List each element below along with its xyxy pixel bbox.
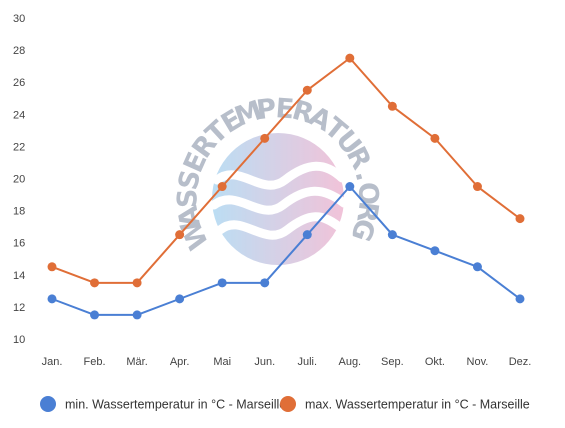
y-tick-label: 30 <box>13 13 25 25</box>
data-point[interactable] <box>90 310 100 320</box>
data-point[interactable] <box>430 246 440 256</box>
data-point[interactable] <box>472 182 482 192</box>
y-tick-label: 24 <box>13 109 25 121</box>
x-tick-label: Feb. <box>84 356 106 368</box>
data-point[interactable] <box>387 101 397 111</box>
legend-marker <box>40 396 56 412</box>
y-tick-label: 22 <box>13 141 25 153</box>
data-point[interactable] <box>132 310 142 320</box>
series-line <box>51 185 521 316</box>
data-point[interactable] <box>472 262 482 272</box>
data-point[interactable] <box>217 182 227 192</box>
x-tick-label: Jun. <box>254 356 275 368</box>
x-tick-label: Sep. <box>381 356 404 368</box>
data-point[interactable] <box>302 230 312 240</box>
x-tick-label: Mär. <box>126 356 147 368</box>
data-point[interactable] <box>387 230 397 240</box>
data-point[interactable] <box>345 182 355 192</box>
x-tick-label: Mai <box>213 356 231 368</box>
legend-item[interactable]: max. Wassertemperatur in °C - Marseille <box>280 396 530 412</box>
y-tick-label: 16 <box>13 238 25 250</box>
data-point[interactable] <box>175 294 185 304</box>
y-tick-label: 14 <box>13 270 25 282</box>
watermark-letter: E <box>274 93 295 125</box>
series-1 <box>47 182 525 320</box>
data-point[interactable] <box>345 53 355 63</box>
legend: min. Wassertemperatur in °C - Marseille m… <box>40 396 530 412</box>
series-layer <box>47 53 525 320</box>
x-tick-label: Apr. <box>170 356 190 368</box>
watermark-letter: S <box>172 188 203 208</box>
data-point[interactable] <box>515 214 525 224</box>
y-tick-label: 12 <box>13 302 25 314</box>
series-line <box>51 57 521 284</box>
watermark-letter: R <box>350 199 384 224</box>
data-point[interactable] <box>90 278 100 288</box>
y-tick-label: 10 <box>13 334 25 346</box>
data-point[interactable] <box>260 133 270 143</box>
x-tick-label: Dez. <box>509 356 532 368</box>
y-axis: 10 12 14 16 18 20 22 24 26 28 30 <box>13 13 25 346</box>
legend-marker <box>280 396 296 412</box>
data-point[interactable] <box>515 294 525 304</box>
x-tick-label: Jan. <box>42 356 63 368</box>
series-2 <box>47 53 525 288</box>
x-tick-label: Okt. <box>425 356 445 368</box>
data-point[interactable] <box>217 278 227 288</box>
legend-item[interactable]: min. Wassertemperatur in °C - Marseille <box>40 396 286 412</box>
legend-label: max. Wassertemperatur in °C - Marseille <box>305 398 530 412</box>
data-point[interactable] <box>302 85 312 95</box>
x-axis: Jan. Feb. Mär. Apr. Mai Jun. Juli. Aug. Sep. Okt.… <box>42 356 532 368</box>
y-tick-label: 20 <box>13 174 25 186</box>
y-tick-label: 26 <box>13 77 25 89</box>
x-tick-label: Juli. <box>297 356 317 368</box>
watermark-letter: P <box>255 93 279 126</box>
legend-label: min. Wassertemperatur in °C - Marseille <box>65 398 286 412</box>
watermark-wave-2 <box>209 186 349 215</box>
data-point[interactable] <box>260 278 270 288</box>
y-tick-label: 18 <box>13 206 25 218</box>
x-tick-label: Aug. <box>338 356 361 368</box>
data-point[interactable] <box>175 230 185 240</box>
x-tick-label: Nov. <box>467 356 489 368</box>
data-point[interactable] <box>430 133 440 143</box>
data-point[interactable] <box>132 278 142 288</box>
data-point[interactable] <box>47 294 57 304</box>
watermark-wave-1 <box>212 161 347 190</box>
data-point[interactable] <box>47 262 57 272</box>
y-tick-label: 28 <box>13 45 25 57</box>
